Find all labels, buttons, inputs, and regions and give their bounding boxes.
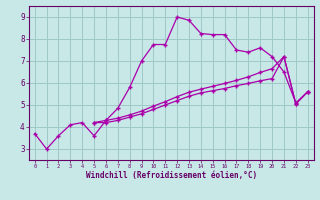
X-axis label: Windchill (Refroidissement éolien,°C): Windchill (Refroidissement éolien,°C): [86, 171, 257, 180]
